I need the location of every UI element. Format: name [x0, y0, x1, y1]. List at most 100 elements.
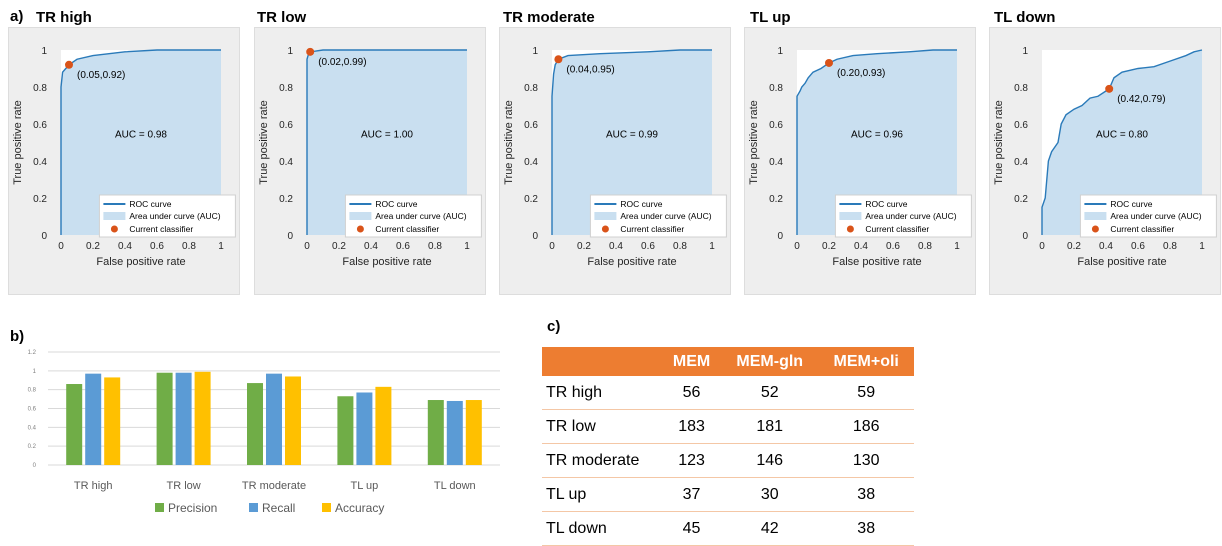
table-row-label: TL down [542, 511, 662, 546]
table-cell: 38 [818, 477, 914, 512]
table-cell: 130 [818, 443, 914, 478]
y-tick-label: 0.2 [1014, 194, 1028, 205]
y-tick-label: 0 [287, 231, 293, 242]
y-tick-label: 0.4 [1014, 157, 1028, 168]
roc-chart-svg: 0 0.2 0.4 0.6 0.8 1 0 0.2 0.4 0.6 0.8 1 False positi… [12, 46, 236, 268]
table-cell: 59 [818, 376, 914, 410]
legend-label-precision: Precision [168, 501, 217, 515]
current-classifier-point [1105, 84, 1114, 93]
table-header-cell: MEM [662, 347, 722, 376]
y-tick-label: 0 [1022, 231, 1028, 242]
count-table: MEM MEM-gln MEM+oli TR high 56 52 59 TR … [542, 347, 914, 546]
table-header-row: MEM MEM-gln MEM+oli [542, 347, 914, 376]
legend-label-classifier: Current classifier [865, 224, 929, 234]
y-tick-label: 0.6 [1014, 120, 1028, 131]
table-cell: 37 [662, 477, 722, 512]
table-header-cell [542, 347, 662, 376]
legend-label-classifier: Current classifier [129, 224, 193, 234]
auc-value-label: AUC = 0.98 [115, 129, 167, 140]
roc-plot-area: 0 0.2 0.4 0.6 0.8 1 0 0.2 0.4 0.6 0.8 1 False positi… [744, 27, 976, 295]
roc-legend: ROC curve Area under curve (AUC) Current c… [1079, 194, 1217, 238]
classifier-point-label: (0.42,0.79) [1117, 94, 1165, 105]
x-tick-label: 0 [304, 241, 310, 252]
table-cell: 181 [721, 409, 819, 444]
classifier-point-label: (0.04,0.95) [566, 64, 614, 75]
y-tick-label: 1 [1022, 46, 1028, 57]
y-tick-label: 0.2 [33, 194, 47, 205]
auc-value-label: AUC = 0.96 [851, 129, 903, 140]
x-tick-label: 0.8 [918, 241, 932, 252]
y-tick-label: 1 [287, 46, 293, 57]
roc-curve-line [796, 49, 957, 235]
bar-recall [356, 392, 373, 465]
table-row-label: TR moderate [542, 443, 662, 478]
y-tick-label: 1 [532, 46, 538, 57]
y-axis-label: True positive rate [12, 100, 24, 185]
legend-label-classifier: Current classifier [375, 224, 439, 234]
table-row: TR low 183 181 186 [542, 409, 914, 444]
bar-precision [337, 396, 354, 465]
x-tick-label: 1 [1199, 241, 1205, 252]
x-tick-label: 0 [794, 241, 800, 252]
x-tick-label: 0.6 [150, 241, 164, 252]
auc-value-label: AUC = 0.99 [606, 129, 658, 140]
auc-area [552, 50, 712, 235]
roc-title: TL up [750, 9, 791, 26]
x-tick-label: 0.2 [332, 241, 346, 252]
y-tick-label: 0.4 [279, 157, 293, 168]
x-tick-label: TR moderate [242, 480, 306, 492]
x-axis-label: False positive rate [587, 256, 676, 268]
y-tick-label: 0 [41, 231, 47, 242]
x-tick-label: 0.6 [641, 241, 655, 252]
table-cell: 146 [721, 443, 819, 478]
auc-area [307, 50, 467, 235]
roc-legend: ROC curve Area under curve (AUC) Current c… [98, 194, 236, 238]
x-tick-label: 0.2 [822, 241, 836, 252]
table-cell: 56 [662, 376, 722, 410]
metrics-bar-chart: 0 0.2 0.4 0.6 0.8 1 1.2 TR high TR low TR moderat… [28, 350, 500, 515]
legend-swatch-precision [155, 503, 164, 512]
bar-accuracy [465, 400, 482, 465]
x-tick-label: TR high [74, 480, 113, 492]
roc-legend: ROC curve Area under curve (AUC) Current c… [344, 194, 482, 238]
legend-label-auc: Area under curve (AUC) [865, 211, 956, 221]
legend-swatch-auc [839, 212, 862, 220]
x-tick-label: 0.8 [1163, 241, 1177, 252]
roc-legend: ROC curve Area under curve (AUC) Current c… [834, 194, 972, 238]
auc-area [1042, 50, 1202, 235]
roc-curve-line [551, 49, 712, 235]
current-classifier-point [65, 60, 73, 69]
legend-label-accuracy: Accuracy [335, 501, 384, 515]
table-cell: 186 [818, 409, 914, 444]
y-tick-label: 0.8 [279, 83, 293, 94]
current-classifier-point [825, 58, 833, 67]
legend-label-classifier: Current classifier [620, 224, 684, 234]
y-tick-label: 1 [41, 46, 47, 57]
table-row: TR high 56 52 59 [542, 376, 914, 410]
roc-plot-area: 0 0.2 0.4 0.6 0.8 1 0 0.2 0.4 0.6 0.8 1 False positi… [989, 27, 1221, 295]
roc-curve-line [60, 49, 221, 235]
x-tick-label: 1 [218, 241, 224, 252]
y-tick-label: 1 [33, 369, 37, 375]
table-header-cell: MEM+oli [818, 347, 914, 376]
auc-value-label: AUC = 0.80 [1096, 129, 1148, 140]
x-tick-label: 0.4 [1099, 241, 1113, 252]
panel-label-c: c) [547, 318, 561, 335]
x-axis-label: False positive rate [832, 256, 921, 268]
bar-accuracy [375, 386, 392, 465]
y-tick-label: 0 [532, 231, 538, 242]
y-tick-label: 0.8 [33, 83, 47, 94]
x-tick-label: 0.6 [886, 241, 900, 252]
legend-swatch-classifier [110, 225, 118, 233]
legend-swatch-auc [1084, 212, 1107, 220]
table-cell: 38 [818, 511, 914, 546]
legend-swatch-auc [103, 212, 126, 220]
table-row: TL up 37 30 38 [542, 477, 914, 512]
legend-label-roc: ROC curve [375, 199, 417, 209]
table-header-cell: MEM-gln [721, 347, 819, 376]
x-tick-label: 1 [709, 241, 715, 252]
x-tick-label: TR low [166, 480, 200, 492]
y-axis-label: True positive rate [993, 100, 1005, 185]
y-tick-label: 0 [777, 231, 783, 242]
bar-recall [266, 373, 282, 465]
